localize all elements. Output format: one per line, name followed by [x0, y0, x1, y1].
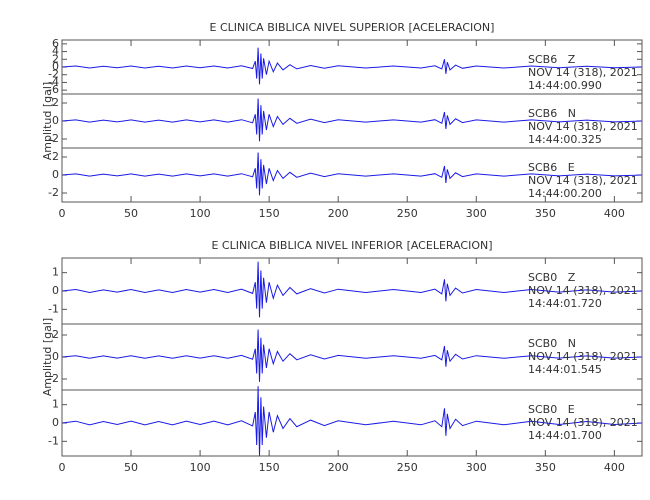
- time-label: 14:44:01.720: [528, 297, 602, 310]
- x-tick-label: 0: [59, 207, 66, 220]
- x-tick-label: 300: [466, 207, 487, 220]
- station-label: SCB6 E: [528, 161, 575, 174]
- x-tick-label: 150: [259, 461, 280, 474]
- x-tick-label: 0: [59, 461, 66, 474]
- x-tick-label: 300: [466, 461, 487, 474]
- station-label: SCB0 N: [528, 337, 576, 350]
- date-label: NOV 14 (318), 2021: [528, 284, 638, 297]
- plot-frame: [61, 257, 643, 457]
- x-tick-label: 400: [604, 461, 625, 474]
- waveform: [61, 152, 643, 196]
- y-tick-label: -1: [48, 302, 59, 315]
- x-tick-label: 250: [397, 461, 418, 474]
- y-tick-label: 2: [52, 96, 59, 109]
- waveform: [61, 47, 643, 85]
- date-label: NOV 14 (318), 2021: [528, 174, 638, 187]
- x-tick-label: 200: [328, 207, 349, 220]
- y-axis-label: Amplitud [gal]: [41, 82, 54, 160]
- y-tick-label: 2: [52, 150, 59, 163]
- date-label: NOV 14 (318), 2021: [528, 350, 638, 363]
- x-tick-label: 100: [190, 461, 211, 474]
- waveform: [61, 386, 643, 457]
- station-label: SCB6 Z: [528, 53, 576, 66]
- x-tick-label: 150: [259, 207, 280, 220]
- station-label: SCB0 E: [528, 403, 575, 416]
- y-tick-label: 0: [52, 60, 59, 73]
- y-tick-label: 1: [52, 266, 59, 279]
- station-label: SCB6 N: [528, 107, 576, 120]
- y-tick-label: 2: [52, 52, 59, 65]
- station-label: SCB0 Z: [528, 271, 576, 284]
- y-tick-label: -2: [48, 186, 59, 199]
- chart-title: E CLINICA BIBLICA NIVEL INFERIOR [ACELER…: [211, 239, 492, 252]
- time-label: 14:44:00.325: [528, 133, 602, 146]
- y-tick-label: 0: [52, 168, 59, 181]
- x-tick-label: 100: [190, 207, 211, 220]
- time-label: 14:44:01.700: [528, 429, 602, 442]
- y-tick-label: 0: [52, 350, 59, 363]
- chart-title: E CLINICA BIBLICA NIVEL SUPERIOR [ACELER…: [210, 21, 495, 34]
- x-tick-label: 400: [604, 207, 625, 220]
- y-tick-label: 0: [52, 284, 59, 297]
- y-tick-label: -6: [48, 83, 59, 96]
- waveform: [61, 98, 643, 142]
- y-tick-label: 6: [52, 37, 59, 50]
- date-label: NOV 14 (318), 2021: [528, 416, 638, 429]
- x-tick-label: 250: [397, 207, 418, 220]
- time-label: 14:44:01.545: [528, 363, 602, 376]
- x-tick-label: 350: [535, 207, 556, 220]
- x-tick-label: 50: [124, 207, 138, 220]
- waveform: [61, 329, 643, 382]
- waveform: [61, 261, 643, 318]
- time-label: 14:44:00.990: [528, 79, 602, 92]
- y-tick-label: -1: [48, 434, 59, 447]
- date-label: NOV 14 (318), 2021: [528, 120, 638, 133]
- x-tick-label: 350: [535, 461, 556, 474]
- plot-frame: [61, 39, 643, 203]
- y-axis-label: Amplitud [gal]: [41, 318, 54, 396]
- y-tick-label: 4: [52, 45, 59, 58]
- y-tick-label: -2: [48, 132, 59, 145]
- y-tick-label: 2: [52, 328, 59, 341]
- y-tick-label: -2: [48, 372, 59, 385]
- y-tick-label: 0: [52, 416, 59, 429]
- date-label: NOV 14 (318), 2021: [528, 66, 638, 79]
- time-label: 14:44:00.200: [528, 187, 602, 200]
- y-tick-label: -4: [48, 75, 59, 88]
- y-tick-label: -2: [48, 68, 59, 81]
- x-tick-label: 200: [328, 461, 349, 474]
- y-tick-label: 1: [52, 398, 59, 411]
- x-tick-label: 50: [124, 461, 138, 474]
- y-tick-label: 0: [52, 114, 59, 127]
